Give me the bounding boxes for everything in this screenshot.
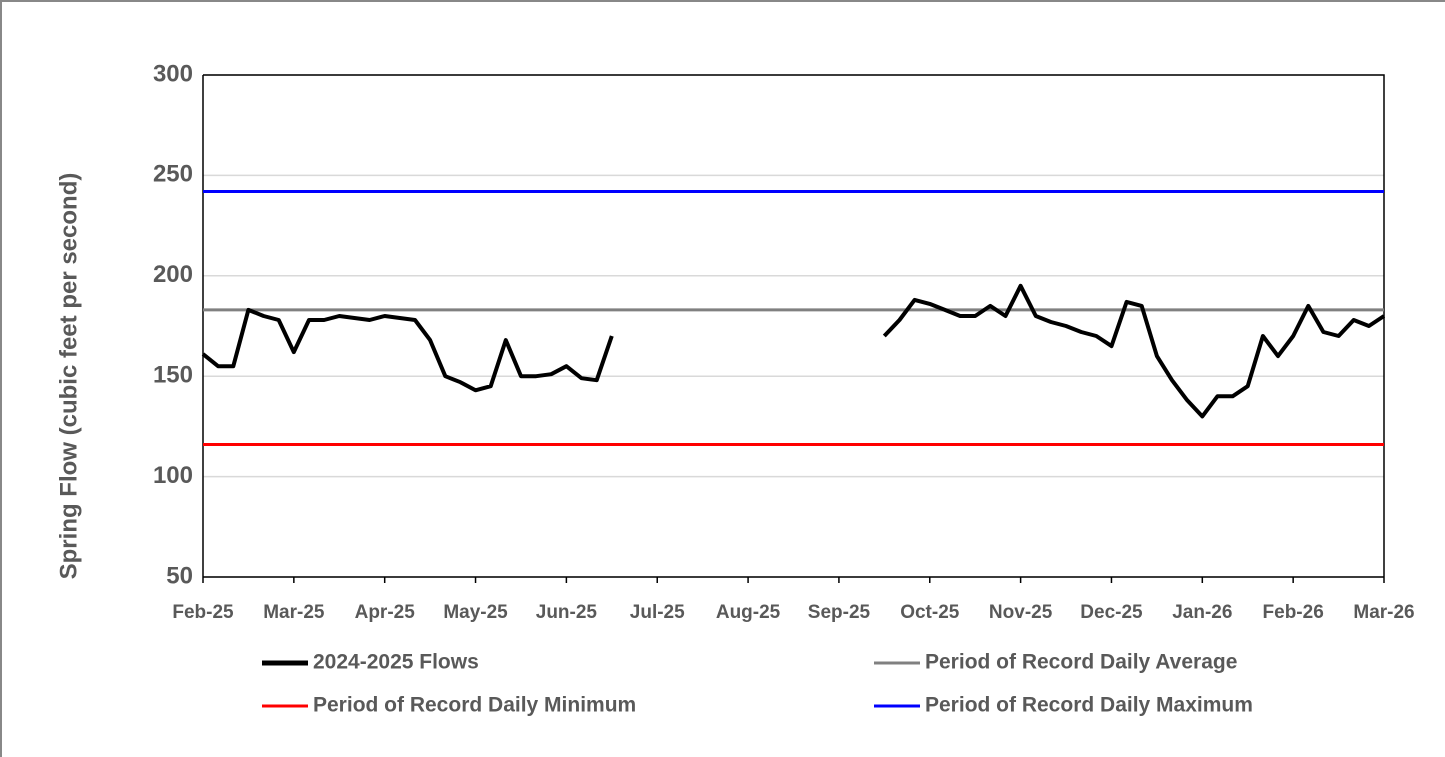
x-tick-label: Jul-25 — [630, 602, 685, 623]
y-tick-label: 300 — [153, 60, 193, 87]
series-line — [201, 283, 1386, 419]
x-tick-label: Feb-26 — [1263, 602, 1324, 623]
plot-border — [203, 74, 1385, 577]
y-tick-label: 100 — [153, 462, 193, 489]
x-tick-label: Sep-25 — [808, 602, 871, 623]
legend-label: Period of Record Daily Maximum — [925, 694, 1253, 717]
x-tick-label: Feb-25 — [172, 602, 234, 623]
legend-label: Period of Record Daily Minimum — [313, 694, 636, 717]
x-tick-label: Nov-25 — [989, 602, 1053, 623]
x-tick-label: Dec-25 — [1080, 602, 1143, 623]
y-tick-label: 250 — [153, 161, 193, 188]
x-tick-label: Jun-25 — [536, 602, 598, 623]
legend-label: Period of Record Daily Average — [925, 651, 1237, 674]
x-tick-label: Mar-26 — [1353, 602, 1414, 623]
y-tick-label: 50 — [166, 562, 193, 589]
x-tick-label: Mar-25 — [263, 602, 325, 623]
y-tick-label: 200 — [153, 261, 193, 288]
x-tick-label: Jan-26 — [1172, 602, 1232, 623]
legend-label: 2024-2025 Flows — [313, 651, 479, 674]
x-tick-label: Oct-25 — [900, 602, 960, 623]
x-tick-label: Aug-25 — [716, 602, 781, 623]
y-axis-label: Spring Flow (cubic feet per second) — [55, 173, 82, 580]
x-tick-label: May-25 — [443, 602, 508, 623]
x-tick-label: Apr-25 — [355, 602, 416, 623]
y-tick-label: 150 — [153, 362, 193, 389]
